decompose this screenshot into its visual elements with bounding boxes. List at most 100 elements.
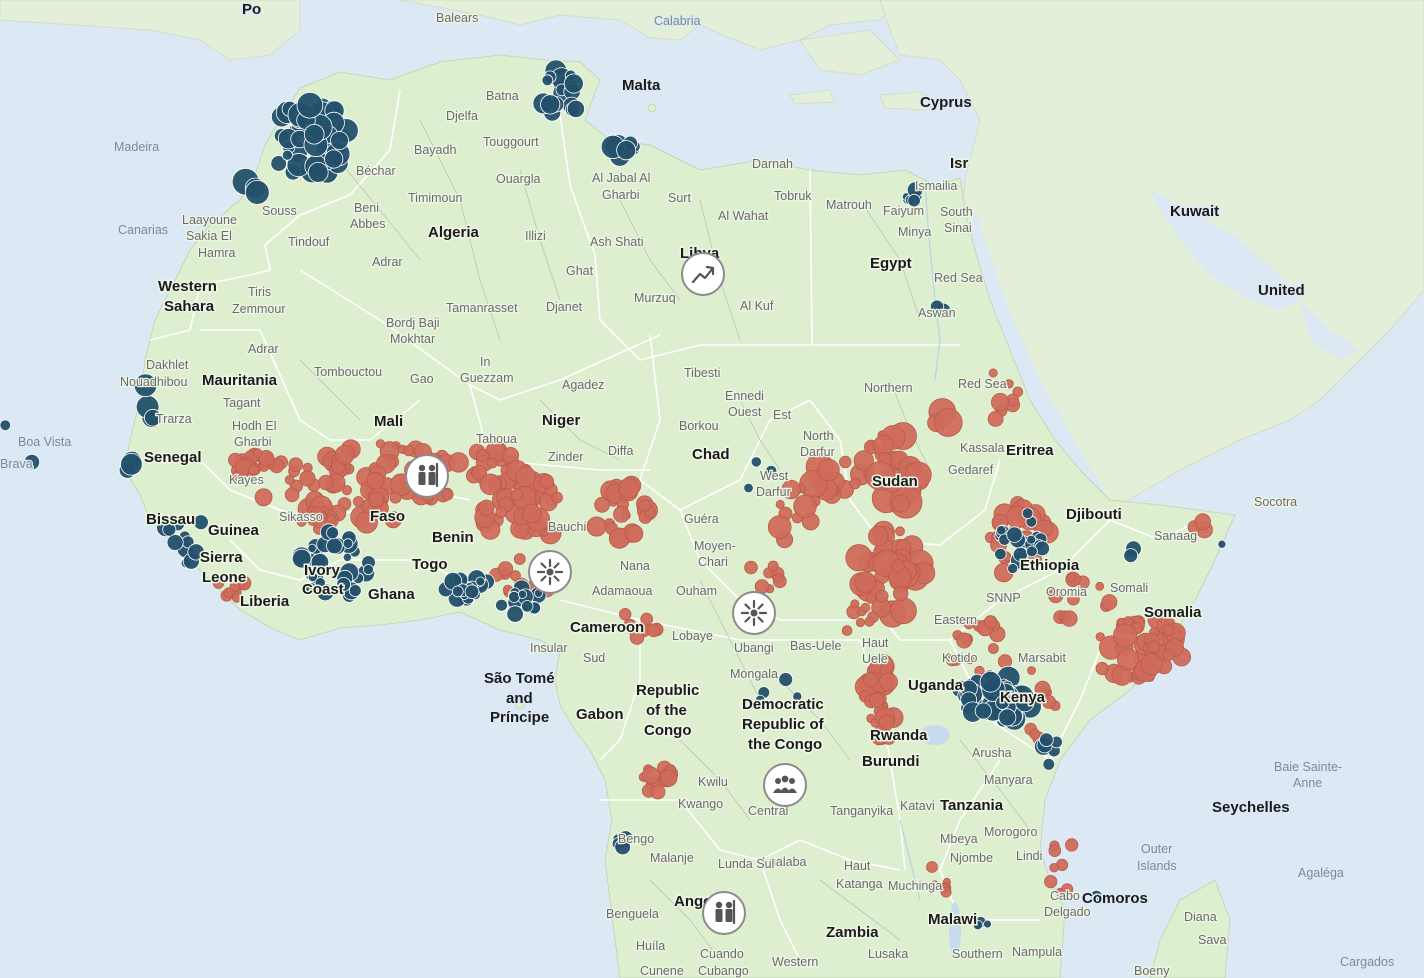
- event-marker-blue-246[interactable]: [1039, 732, 1054, 747]
- event-marker-red-346[interactable]: [1095, 661, 1109, 676]
- event-marker-red-391[interactable]: [950, 654, 962, 666]
- event-marker-red-403[interactable]: [963, 618, 975, 630]
- event-marker-red-271[interactable]: [893, 585, 909, 602]
- event-marker-red-452[interactable]: [640, 612, 653, 626]
- event-marker-blue-280[interactable]: [983, 919, 992, 929]
- event-marker-blue-218[interactable]: [998, 708, 1017, 727]
- event-marker-red-487[interactable]: [940, 886, 952, 898]
- crowd-icon[interactable]: [763, 763, 807, 807]
- event-marker-blue-117[interactable]: [307, 571, 319, 583]
- event-marker-blue-140[interactable]: [475, 576, 486, 587]
- armed-group-icon[interactable]: [405, 454, 449, 498]
- event-marker-red-497[interactable]: [231, 593, 242, 603]
- event-marker-blue-253[interactable]: [120, 452, 143, 476]
- event-marker-red-265[interactable]: [875, 589, 889, 603]
- event-marker-red-158[interactable]: [613, 505, 630, 523]
- event-marker-blue-271[interactable]: [792, 691, 803, 702]
- event-marker-blue-71[interactable]: [563, 73, 584, 94]
- event-marker-blue-111[interactable]: [342, 552, 352, 562]
- event-marker-blue-88[interactable]: [907, 193, 921, 208]
- event-marker-blue-238[interactable]: [1026, 545, 1038, 558]
- event-marker-red-133[interactable]: [478, 499, 495, 516]
- event-marker-red-113[interactable]: [515, 466, 537, 488]
- event-marker-blue-265[interactable]: [1123, 548, 1139, 563]
- event-marker-red-69[interactable]: [334, 445, 355, 465]
- event-marker-blue-73[interactable]: [540, 94, 561, 115]
- event-marker-red-456[interactable]: [646, 623, 661, 638]
- event-marker-red-390[interactable]: [964, 654, 975, 665]
- event-marker-red-498[interactable]: [296, 516, 307, 527]
- event-marker-blue-220[interactable]: [974, 702, 992, 720]
- event-marker-red-177[interactable]: [284, 487, 300, 503]
- event-marker-red-262[interactable]: [890, 597, 917, 625]
- event-marker-red-93[interactable]: [389, 491, 402, 504]
- event-marker-blue-74[interactable]: [566, 99, 586, 119]
- event-marker-red-47[interactable]: [375, 439, 385, 449]
- event-marker-red-182[interactable]: [284, 474, 295, 485]
- event-marker-blue-219[interactable]: [979, 670, 1002, 693]
- event-marker-blue-147[interactable]: [464, 584, 480, 599]
- event-marker-red-41[interactable]: [448, 452, 469, 473]
- event-marker-blue-163[interactable]: [506, 605, 524, 623]
- event-marker-red-493[interactable]: [212, 577, 225, 589]
- event-marker-blue-113[interactable]: [326, 537, 343, 555]
- event-marker-red-82[interactable]: [368, 491, 385, 508]
- event-marker-red-463[interactable]: [744, 560, 758, 575]
- event-marker-red-225[interactable]: [891, 494, 911, 513]
- event-marker-red-388[interactable]: [869, 692, 885, 708]
- event-marker-red-500[interactable]: [326, 514, 337, 524]
- event-marker-red-335[interactable]: [1116, 648, 1140, 671]
- event-marker-red-355[interactable]: [1048, 587, 1064, 604]
- event-marker-red-334[interactable]: [1162, 623, 1175, 637]
- event-marker-blue-101[interactable]: [307, 543, 317, 553]
- event-marker-blue-249[interactable]: [144, 408, 162, 427]
- event-marker-blue-149[interactable]: [495, 598, 508, 612]
- event-marker-red-436[interactable]: [933, 408, 963, 437]
- event-marker-red-134[interactable]: [479, 473, 502, 496]
- event-marker-red-258[interactable]: [895, 526, 905, 537]
- event-marker-blue-48[interactable]: [324, 149, 344, 169]
- event-marker-red-353[interactable]: [1101, 594, 1118, 611]
- event-marker-red-64[interactable]: [441, 488, 454, 501]
- event-marker-blue-112[interactable]: [304, 582, 317, 595]
- event-marker-blue-121[interactable]: [291, 548, 312, 569]
- event-marker-red-428[interactable]: [988, 368, 998, 378]
- event-marker-red-54[interactable]: [403, 445, 415, 457]
- event-marker-red-206[interactable]: [849, 477, 861, 490]
- event-marker-blue-240[interactable]: [1007, 563, 1019, 575]
- event-marker-red-382[interactable]: [878, 714, 895, 731]
- event-marker-blue-233[interactable]: [1021, 507, 1034, 520]
- event-marker-red-429[interactable]: [1004, 379, 1014, 389]
- event-marker-red-470[interactable]: [850, 599, 860, 609]
- event-marker-blue-69[interactable]: [541, 74, 554, 87]
- event-marker-red-465[interactable]: [772, 573, 783, 584]
- event-marker-red-516[interactable]: [252, 448, 263, 458]
- event-marker-red-517[interactable]: [247, 463, 260, 476]
- event-marker-red-387[interactable]: [879, 672, 898, 692]
- event-marker-red-479[interactable]: [1049, 863, 1059, 873]
- event-marker-red-153[interactable]: [638, 498, 651, 512]
- event-marker-blue-171[interactable]: [166, 533, 184, 551]
- event-marker-blue-259[interactable]: [929, 299, 945, 314]
- event-marker-blue-49[interactable]: [307, 161, 329, 183]
- event-marker-red-63[interactable]: [471, 465, 488, 481]
- event-marker-red-449[interactable]: [1029, 728, 1041, 740]
- event-marker-red-252[interactable]: [845, 544, 873, 572]
- event-marker-blue-82[interactable]: [616, 140, 637, 161]
- event-marker-red-481[interactable]: [1065, 838, 1079, 852]
- event-marker-blue-236[interactable]: [1026, 534, 1037, 545]
- event-marker-blue-272[interactable]: [754, 694, 766, 705]
- event-marker-red-447[interactable]: [1034, 680, 1051, 697]
- event-marker-blue-217[interactable]: [995, 695, 1010, 710]
- event-marker-red-405[interactable]: [781, 479, 801, 500]
- event-marker-red-513[interactable]: [258, 449, 275, 466]
- event-marker-red-228[interactable]: [853, 450, 875, 471]
- event-marker-red-127[interactable]: [539, 474, 554, 489]
- event-marker-red-231[interactable]: [905, 461, 932, 489]
- event-marker-blue-257[interactable]: [614, 838, 631, 856]
- event-marker-red-455[interactable]: [629, 630, 645, 645]
- event-marker-blue-115[interactable]: [362, 564, 374, 576]
- event-marker-red-270[interactable]: [891, 559, 905, 573]
- event-marker-blue-54[interactable]: [281, 149, 293, 161]
- explosion-icon[interactable]: [732, 591, 776, 635]
